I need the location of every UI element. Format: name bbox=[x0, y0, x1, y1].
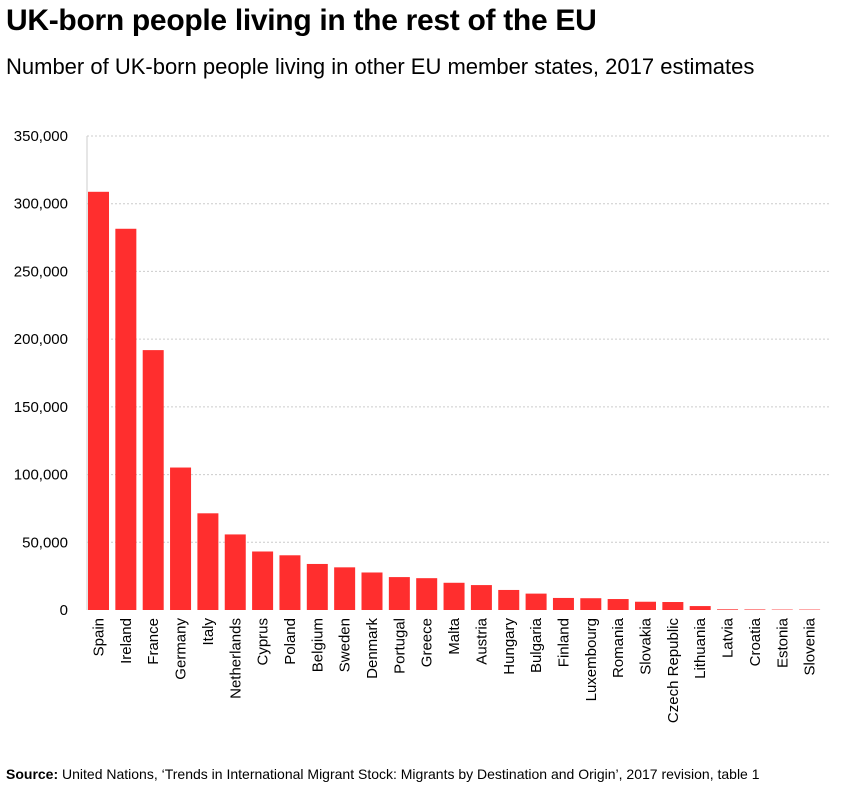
x-tick-label: Cyprus bbox=[255, 618, 272, 666]
bar-latvia bbox=[717, 609, 739, 610]
y-tick-label: 350,000 bbox=[14, 128, 68, 145]
bar-sweden bbox=[334, 567, 356, 610]
x-tick-label: Netherlands bbox=[227, 618, 244, 699]
bar-croatia bbox=[744, 609, 766, 610]
bar-finland bbox=[552, 597, 574, 610]
y-tick-label: 200,000 bbox=[14, 331, 68, 348]
x-tick-label: Lithuania bbox=[692, 617, 709, 679]
bars bbox=[88, 191, 821, 611]
bar-portugal bbox=[388, 577, 410, 610]
x-tick-label: Latvia bbox=[720, 617, 737, 658]
x-tick-label: Hungary bbox=[501, 618, 518, 675]
bar-spain bbox=[88, 191, 109, 610]
bar-ireland bbox=[115, 228, 137, 611]
x-tick-label: Spain bbox=[91, 618, 108, 656]
y-tick-label: 250,000 bbox=[14, 263, 68, 280]
bar-czech-republic bbox=[662, 602, 684, 610]
y-tick-label: 300,000 bbox=[14, 196, 68, 213]
y-tick-label: 100,000 bbox=[14, 467, 68, 484]
x-tick-label: Greece bbox=[419, 618, 436, 667]
bar-slovakia bbox=[635, 601, 656, 610]
x-tick-label: Finland bbox=[555, 618, 572, 667]
x-tick-label: Denmark bbox=[364, 618, 381, 679]
bar-luxembourg bbox=[580, 598, 602, 610]
x-tick-label: Sweden bbox=[337, 618, 354, 672]
x-tick-label: Estonia bbox=[774, 617, 791, 668]
x-tick-label: Italy bbox=[200, 618, 217, 646]
bar-austria bbox=[470, 585, 492, 610]
bar-belgium bbox=[306, 563, 328, 610]
y-tick-label: 0 bbox=[60, 602, 68, 619]
chart-title: UK-born people living in the rest of the… bbox=[6, 4, 597, 37]
bar-malta bbox=[443, 582, 465, 610]
bar-poland bbox=[279, 555, 301, 610]
x-tick-label: Malta bbox=[446, 617, 463, 654]
x-tick-label: Czech Republic bbox=[665, 618, 682, 724]
x-tick-label: Germany bbox=[173, 618, 190, 680]
x-tick-label: Austria bbox=[473, 617, 490, 664]
bar-bulgaria bbox=[525, 593, 547, 610]
x-tick-label: Slovakia bbox=[638, 617, 655, 674]
y-axis-tick-labels: 0 50,000 100,000 150,000 200,000 250,000 300,0… bbox=[14, 128, 68, 619]
x-tick-label: Romania bbox=[610, 617, 627, 678]
y-tick-label: 50,000 bbox=[22, 534, 68, 551]
x-tick-label: France bbox=[145, 618, 162, 665]
x-tick-label: Belgium bbox=[309, 618, 326, 672]
bar-germany bbox=[170, 467, 192, 610]
x-axis-category-labels: Spain Ireland France Germany Italy Netherland… bbox=[91, 617, 819, 723]
y-tick-label: 150,000 bbox=[14, 399, 68, 416]
x-tick-label: Croatia bbox=[747, 617, 764, 666]
source-note: Source: United Nations, ‘Trends in Inter… bbox=[6, 766, 760, 782]
bar-lithuania bbox=[689, 606, 711, 610]
bar-cyprus bbox=[252, 551, 274, 610]
x-tick-label: Portugal bbox=[391, 618, 408, 674]
x-tick-label: Ireland bbox=[118, 618, 135, 664]
bar-denmark bbox=[361, 572, 383, 610]
source-label: Source: bbox=[6, 766, 59, 782]
x-tick-label: Luxembourg bbox=[583, 618, 600, 701]
x-tick-label: Bulgaria bbox=[528, 617, 545, 673]
bar-hungary bbox=[498, 589, 520, 610]
bar-greece bbox=[416, 578, 438, 610]
source-text: United Nations, ‘Trends in International… bbox=[62, 766, 760, 782]
bar-france bbox=[142, 350, 164, 610]
bar-romania bbox=[607, 599, 629, 610]
bar-italy bbox=[197, 513, 219, 610]
x-tick-label: Poland bbox=[282, 618, 299, 665]
bar-chart: 0 50,000 100,000 150,000 200,000 250,000 300,0… bbox=[14, 128, 830, 723]
gridlines bbox=[87, 135, 830, 543]
bar-netherlands bbox=[224, 534, 246, 610]
x-tick-label: Slovenia bbox=[802, 617, 819, 675]
chart-subtitle: Number of UK-born people living in other… bbox=[6, 54, 755, 79]
